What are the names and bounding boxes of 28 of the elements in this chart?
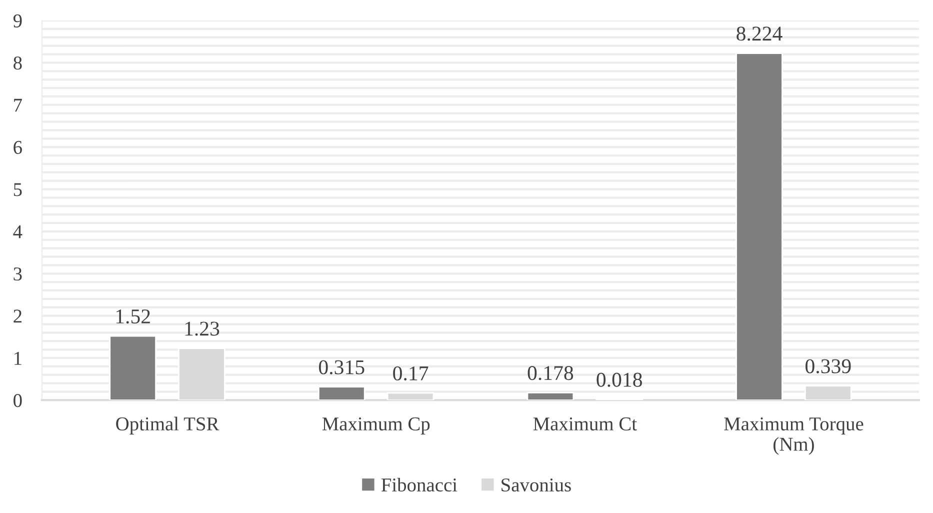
x-tick-label: Optimal TSR [116,416,220,434]
bar [109,335,156,400]
data-label: 0.17 [393,366,428,380]
y-tick-label: 1 [14,352,22,365]
y-tick-label: 6 [14,140,22,154]
y-tick-label: 7 [14,98,22,112]
data-label: 1.52 [116,309,150,324]
bar [318,386,366,400]
data-label: 0.339 [806,359,851,374]
data-label: 0.178 [528,366,574,380]
data-label: 0.018 [596,372,642,387]
y-tick-label: 3 [14,267,22,281]
y-tick-label: 8 [14,56,22,70]
legend-label: Fibonacci [381,478,458,492]
bar [526,392,574,400]
x-tick-label: Maximum Torque (Nm) [724,417,864,455]
y-tick-label: 9 [13,14,22,28]
legend-label: Savonius [502,478,571,492]
data-label: 8.224 [736,26,782,41]
bar [736,52,783,400]
y-tick-label: 5 [14,183,22,196]
y-tick-label: 0 [14,394,22,408]
y-tick-label: 4 [13,225,22,238]
y-tick-label: 2 [14,310,22,323]
x-tick-label: Maximum Ct [533,417,637,430]
data-label: 0.315 [318,360,364,374]
data-label: 1.23 [185,322,220,336]
x-tick-label: Maximum Cp [322,417,430,434]
